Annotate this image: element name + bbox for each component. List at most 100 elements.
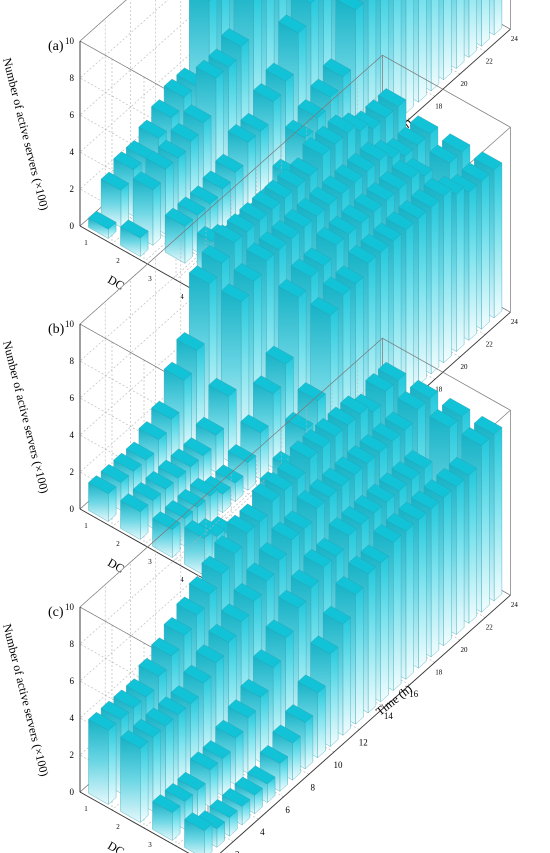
bar-top-face bbox=[188, 576, 218, 595]
bar-top-face bbox=[372, 422, 401, 442]
bar-top-face bbox=[303, 548, 332, 568]
bar-top-face bbox=[347, 555, 377, 575]
bar-top-face bbox=[164, 500, 194, 519]
bar-top-face bbox=[278, 589, 307, 609]
bar-top-face bbox=[100, 171, 130, 191]
bar-top-face bbox=[297, 99, 326, 118]
bar-top-face bbox=[125, 678, 155, 698]
bar-top-face bbox=[284, 411, 314, 431]
bar-top-face bbox=[240, 414, 269, 434]
bar-top-face bbox=[410, 490, 440, 510]
bar-top-face bbox=[151, 99, 180, 118]
dc-tick-label: 1 bbox=[84, 522, 88, 530]
bar-front-face bbox=[468, 184, 477, 341]
bar-top-face bbox=[377, 361, 407, 381]
bar-top-face bbox=[296, 197, 325, 217]
z-tick-label: 10 bbox=[65, 602, 75, 612]
bar-top-face bbox=[265, 345, 294, 365]
bar-top-face bbox=[448, 456, 478, 476]
bar-top-face bbox=[278, 14, 307, 34]
bar-top-face bbox=[353, 193, 383, 213]
bar bbox=[184, 812, 213, 853]
bar-top-face bbox=[314, 125, 344, 145]
bar-top-face bbox=[227, 444, 257, 463]
bar-front-face bbox=[367, 566, 377, 714]
dc-tick-label: 4 bbox=[180, 576, 184, 584]
bar-top-face bbox=[247, 765, 276, 785]
bar-front-face bbox=[443, 0, 452, 81]
bar-top-face bbox=[132, 171, 162, 191]
bar-top-face bbox=[189, 751, 219, 771]
bar bbox=[120, 493, 149, 540]
bar-top-face bbox=[410, 188, 440, 208]
z-tick-label: 4 bbox=[70, 713, 75, 723]
bar-top-face bbox=[365, 99, 394, 119]
bar-top-face bbox=[240, 112, 269, 132]
bar-top-face bbox=[365, 373, 394, 392]
bar-top-face bbox=[353, 494, 383, 514]
bar-top-face bbox=[163, 78, 193, 98]
bar-top-face bbox=[391, 159, 420, 179]
bar-top-face bbox=[310, 635, 339, 655]
bar-front-face bbox=[418, 0, 427, 103]
bar-top-face bbox=[201, 245, 230, 264]
bar-top-face bbox=[335, 576, 364, 595]
z-tick-label: 6 bbox=[70, 110, 75, 120]
time-tick-label: 22 bbox=[486, 624, 494, 632]
bar-top-face bbox=[151, 400, 180, 420]
bar-top-face bbox=[290, 258, 320, 278]
bar-front-face bbox=[481, 438, 490, 613]
bar-top-face bbox=[346, 445, 376, 464]
bar-top-face bbox=[157, 139, 187, 159]
bar-top-face bbox=[334, 164, 363, 183]
bar-top-face bbox=[246, 562, 275, 582]
bar-top-face bbox=[189, 185, 219, 205]
bar-front-face bbox=[456, 0, 465, 69]
bar-top-face bbox=[170, 448, 199, 468]
bar-front-face bbox=[393, 535, 402, 691]
bar-front-face bbox=[430, 501, 440, 658]
bar-top-face bbox=[327, 406, 356, 426]
bar-front-face bbox=[430, 199, 440, 375]
bar-top-face bbox=[138, 119, 167, 139]
bar-top-face bbox=[145, 470, 174, 490]
bar-top-face bbox=[271, 521, 300, 541]
bar-top-face bbox=[183, 664, 212, 684]
bar-top-face bbox=[132, 718, 162, 738]
dc-axis-line bbox=[79, 225, 209, 299]
bar-front-face bbox=[493, 0, 503, 36]
bar-top-face bbox=[328, 517, 357, 536]
time-tick-label: 22 bbox=[486, 341, 494, 349]
z-axis-title: Number of active servers (×100) bbox=[0, 622, 51, 777]
bar-front-face bbox=[481, 0, 490, 47]
bar-top-face bbox=[284, 704, 314, 723]
bar-front-face bbox=[342, 616, 351, 736]
bar-top-face bbox=[113, 689, 142, 709]
time-tick-label: 24 bbox=[511, 35, 519, 43]
bar-top-face bbox=[239, 202, 268, 221]
bar-top-face bbox=[334, 456, 363, 476]
bar-top-face bbox=[163, 361, 193, 381]
z-tick-label: 2 bbox=[70, 467, 75, 477]
bar-top-face bbox=[184, 520, 213, 539]
bar-top-face bbox=[88, 712, 117, 731]
bar-top-face bbox=[373, 222, 402, 242]
bar bbox=[100, 171, 130, 228]
bar-top-face bbox=[251, 190, 281, 210]
bar-top-face bbox=[473, 151, 503, 171]
time-tick-label: 4 bbox=[260, 827, 265, 837]
bar-top-face bbox=[258, 542, 288, 561]
bar-top-face bbox=[163, 617, 193, 636]
z-tick-label: 0 bbox=[70, 787, 75, 797]
frame-top bbox=[79, 0, 336, 114]
bar-top-face bbox=[378, 472, 408, 492]
time-tick-label: 22 bbox=[486, 58, 494, 66]
time-axis-line bbox=[219, 594, 511, 853]
bar bbox=[88, 210, 117, 239]
bar-top-face bbox=[233, 263, 262, 282]
bar-top-face bbox=[340, 395, 369, 415]
bar-top-face bbox=[391, 461, 420, 480]
bar-top-face bbox=[164, 783, 194, 802]
bar-front-face bbox=[292, 735, 301, 781]
bar-top-face bbox=[220, 283, 250, 303]
